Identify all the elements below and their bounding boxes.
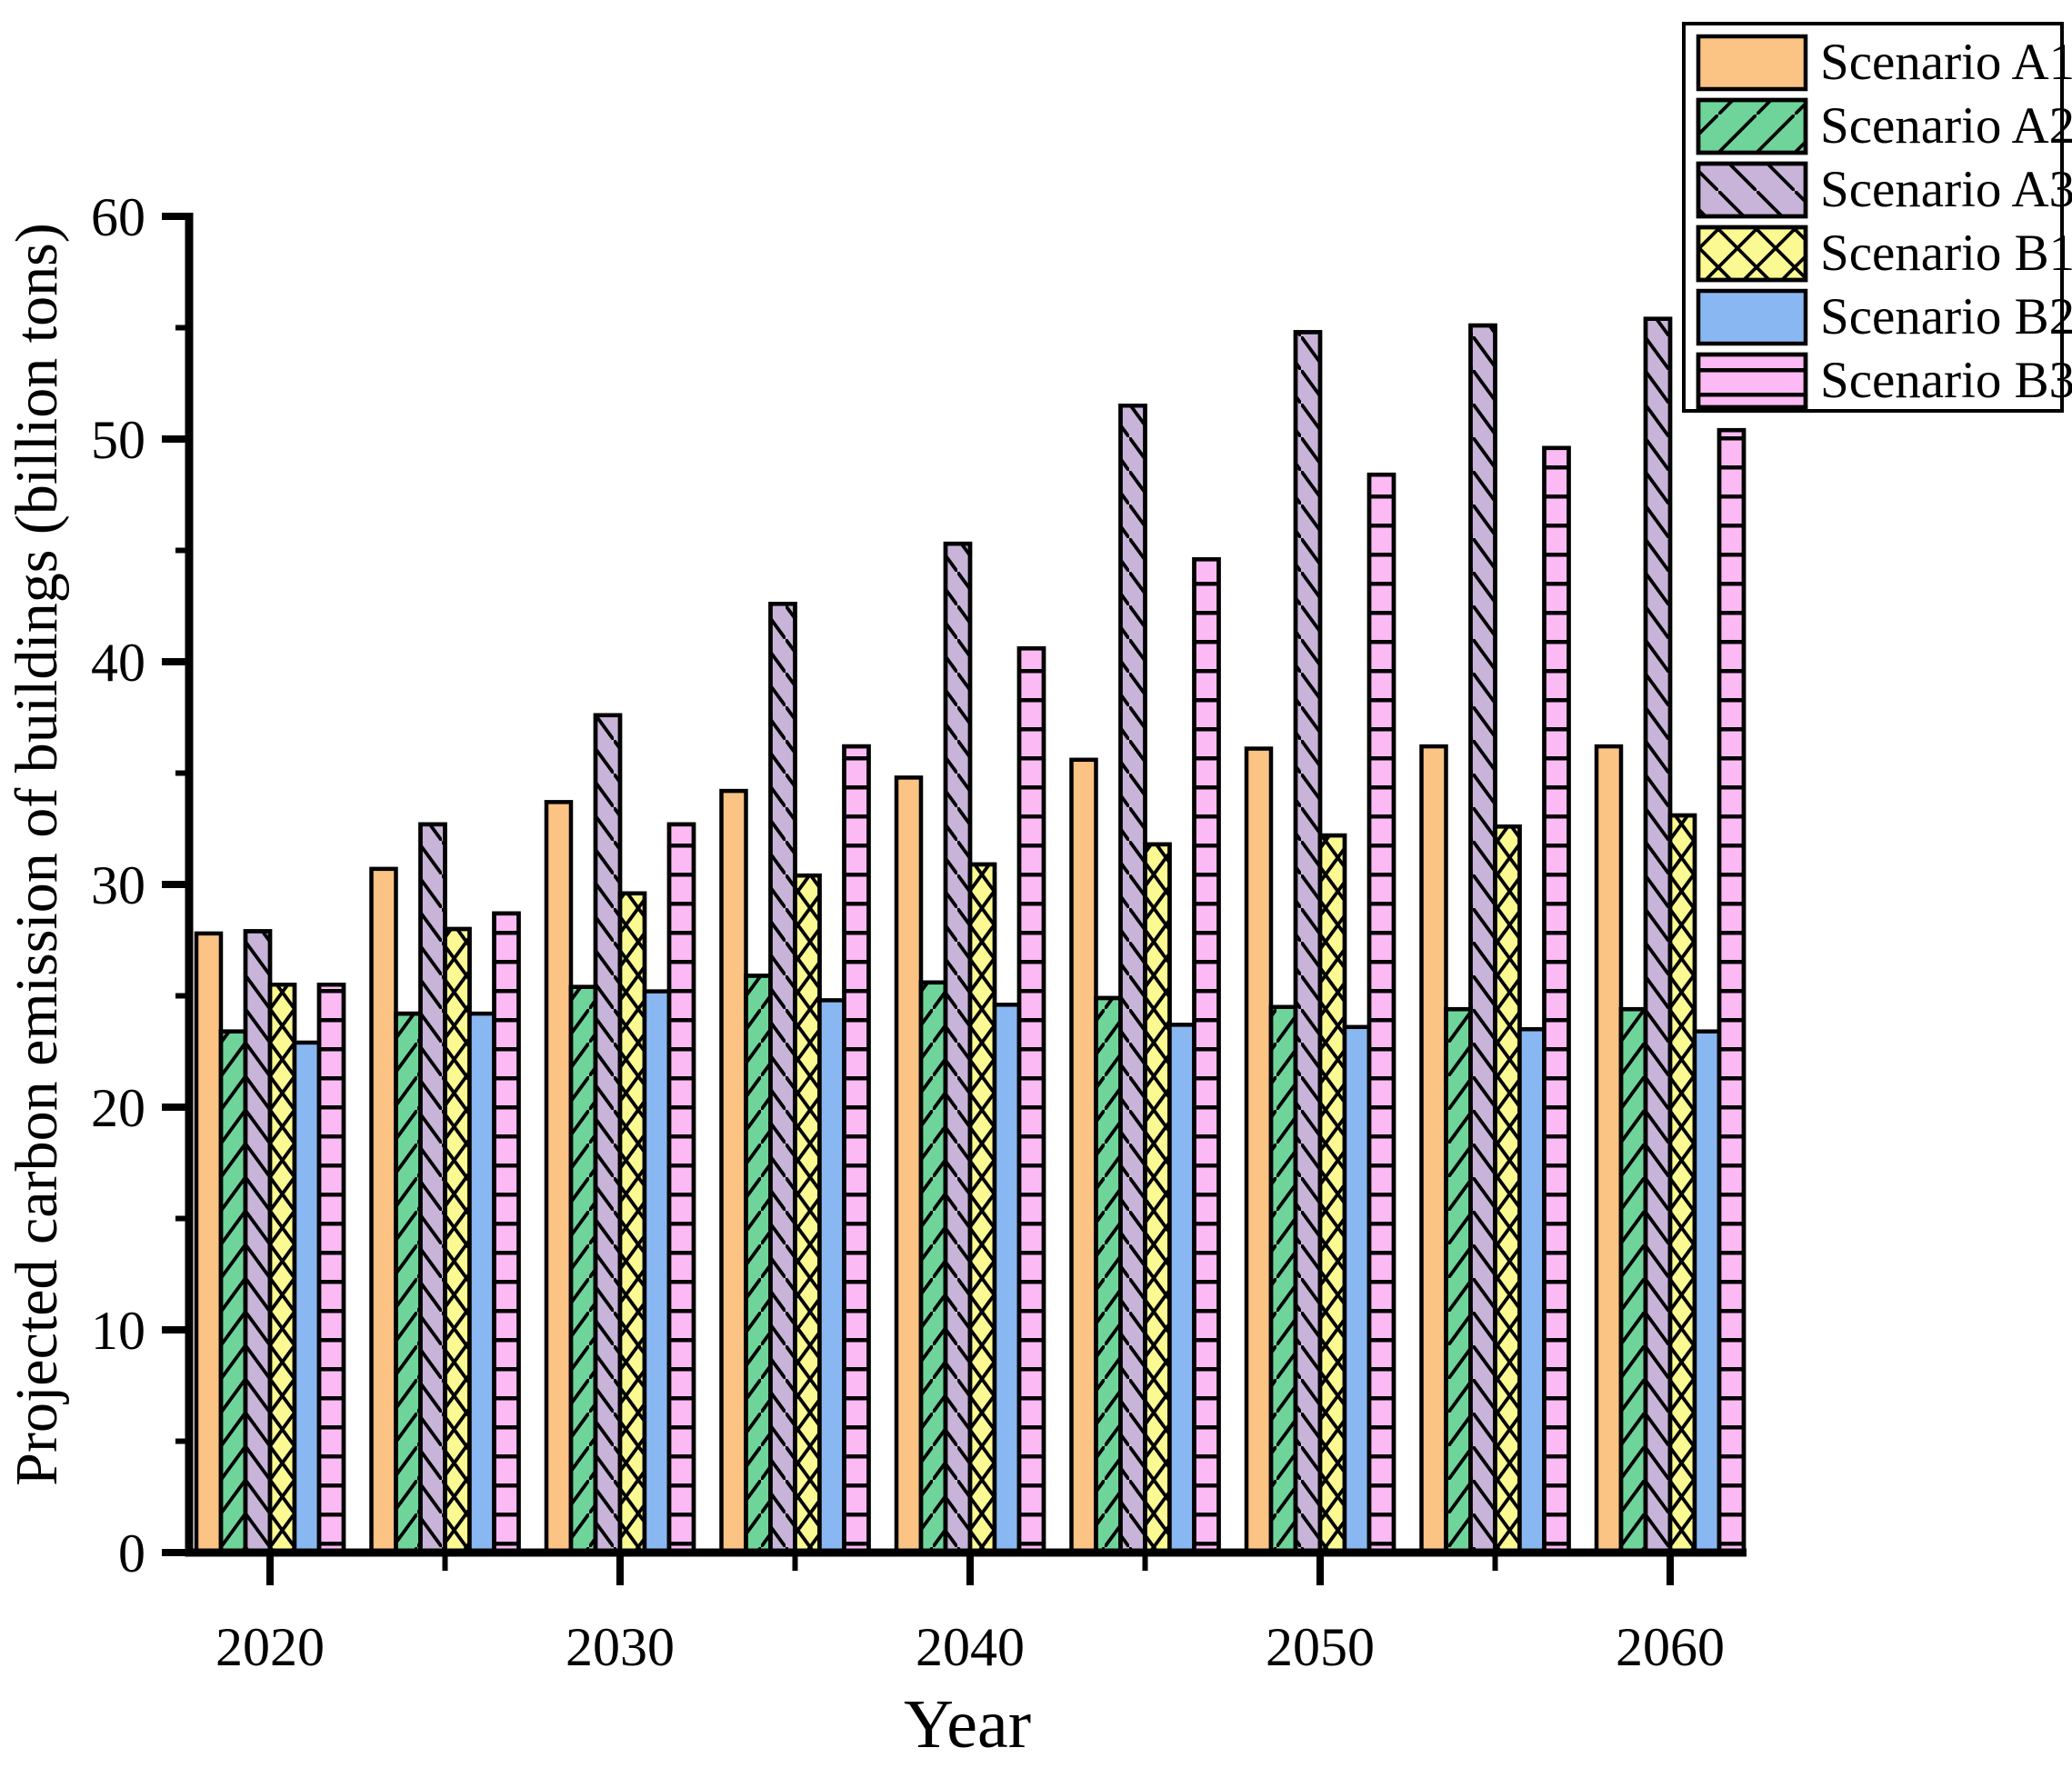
bar-2060-scenario-a3-hatch [1643,316,1673,1555]
y-tick-label-20: 20 [91,1078,145,1138]
y-tick-label-30: 30 [91,855,145,915]
legend-entry-scenario-a2: Scenario A2 [1696,97,2072,155]
bar-2040-scenario-a3-hatch [943,541,973,1555]
bar-2050-scenario-b1-hatch [1317,833,1347,1555]
bar-2035-scenario-b1-hatch [793,873,822,1555]
legend-label-scenario-a1: Scenario A1 [1820,34,2072,91]
bar-2055-scenario-b1-hatch [1493,824,1522,1555]
legend-label-scenario-a2: Scenario A2 [1820,97,2072,155]
x-tick-label-2060: 2060 [1616,1617,1725,1677]
bar-2030-scenario-b1-hatch [617,891,647,1555]
bar-2040-scenario-b2 [992,1003,1022,1555]
x-tick-label-2020: 2020 [215,1617,325,1677]
bar-2035-scenario-a2-hatch [744,974,773,1555]
y-tick-label-0: 0 [118,1523,145,1583]
bar-2030-scenario-b3-hatch [666,822,696,1555]
bar-2030-scenario-a1 [544,800,574,1555]
legend-label-scenario-b3: Scenario B3 [1820,352,2072,409]
bar-2045-scenario-a2-hatch [1094,995,1123,1555]
y-axis-title: Projected carbon emission of buildings (… [4,223,70,1485]
y-tick-label-40: 40 [91,633,145,693]
bar-2045-scenario-a1 [1069,757,1098,1555]
bar-2050-scenario-a2-hatch [1268,1004,1298,1555]
bars-layer [194,316,1747,1555]
bar-2050-scenario-a1 [1244,746,1274,1555]
bar-2035-scenario-b2 [817,998,846,1555]
bar-2045-scenario-a3-hatch [1118,404,1147,1555]
bar-2055-scenario-b2 [1517,1027,1546,1555]
bar-2030-scenario-a2-hatch [568,984,598,1555]
bar-2050-scenario-a3-hatch [1293,330,1323,1555]
legend-swatch-hatch-scenario-b1 [1696,225,1808,283]
y-tick-label-50: 50 [91,410,145,470]
bar-2050-scenario-b2 [1342,1024,1372,1555]
legend-swatch-scenario-b2 [1696,288,1808,346]
bar-2035-scenario-a1 [719,788,748,1555]
bar-2040-scenario-b1-hatch [967,862,997,1555]
bar-2020-scenario-b2 [292,1040,322,1555]
bar-2055-scenario-a3-hatch [1468,323,1497,1555]
x-tick-label-2030: 2030 [566,1617,675,1677]
x-axis-title: Year [904,1686,1031,1763]
bar-2045-scenario-b1-hatch [1143,842,1172,1555]
bar-2025-scenario-b2 [467,1011,496,1555]
legend-label-scenario-b1: Scenario B1 [1820,225,2072,282]
x-tick-label-2050: 2050 [1266,1617,1375,1677]
bar-2020-scenario-a3-hatch [243,929,273,1555]
bar-2025-scenario-a1 [369,866,398,1555]
bar-2025-scenario-a3-hatch [418,822,447,1555]
bar-2030-scenario-a3-hatch [593,713,623,1555]
bar-2020-scenario-a2-hatch [218,1029,248,1555]
bar-2040-scenario-a2-hatch [918,980,948,1555]
bar-2050-scenario-b3-hatch [1366,472,1396,1555]
legend-entry-scenario-b1: Scenario B1 [1696,225,2072,283]
bar-2030-scenario-b2 [642,989,672,1555]
bar-2045-scenario-b3-hatch [1192,557,1221,1555]
bar-2035-scenario-b3-hatch [842,744,871,1555]
legend-swatch-hatch-scenario-a3 [1696,161,1808,219]
legend-entry-scenario-a3: Scenario A3 [1696,161,2072,219]
legend-swatch-scenario-a1 [1696,34,1808,92]
y-tick-label-60: 60 [91,187,145,247]
bar-2055-scenario-b3-hatch [1542,445,1571,1555]
bar-2020-scenario-b1-hatch [267,983,297,1555]
legend-swatch-hatch-scenario-a2 [1696,97,1808,155]
bar-2025-scenario-b3-hatch [492,911,521,1555]
bar-2060-scenario-b2 [1692,1029,1722,1555]
legend-entry-scenario-b2: Scenario B2 [1696,288,2072,346]
bar-2055-scenario-a1 [1419,744,1448,1555]
bar-2040-scenario-a1 [894,775,924,1555]
bar-2040-scenario-b3-hatch [1016,646,1046,1555]
bar-2060-scenario-a1 [1594,744,1624,1555]
bar-2020-scenario-a1 [194,931,224,1555]
y-tick-label-10: 10 [91,1301,145,1361]
legend-entry-scenario-b3: Scenario B3 [1696,352,2072,410]
bar-2055-scenario-a2-hatch [1444,1006,1473,1555]
bar-2035-scenario-a3-hatch [768,602,797,1555]
bar-2025-scenario-a2-hatch [394,1011,423,1555]
bar-2060-scenario-a2-hatch [1618,1006,1648,1555]
legend-entry-scenario-a1: Scenario A1 [1696,34,2072,92]
x-tick-label-2040: 2040 [916,1617,1025,1677]
bar-2060-scenario-b3-hatch [1717,427,1747,1555]
bar-2060-scenario-b1-hatch [1667,813,1697,1555]
legend-swatch-hatch-scenario-b3 [1696,352,1808,410]
bar-2045-scenario-b2 [1167,1023,1196,1555]
legend-label-scenario-b2: Scenario B2 [1820,288,2072,345]
legend: Scenario A1 Scenario A2 Scenario A3 Scenari… [1682,22,2072,413]
legend-label-scenario-a3: Scenario A3 [1820,161,2072,218]
bar-2020-scenario-b3-hatch [316,983,346,1555]
bar-2025-scenario-b1-hatch [443,926,472,1555]
